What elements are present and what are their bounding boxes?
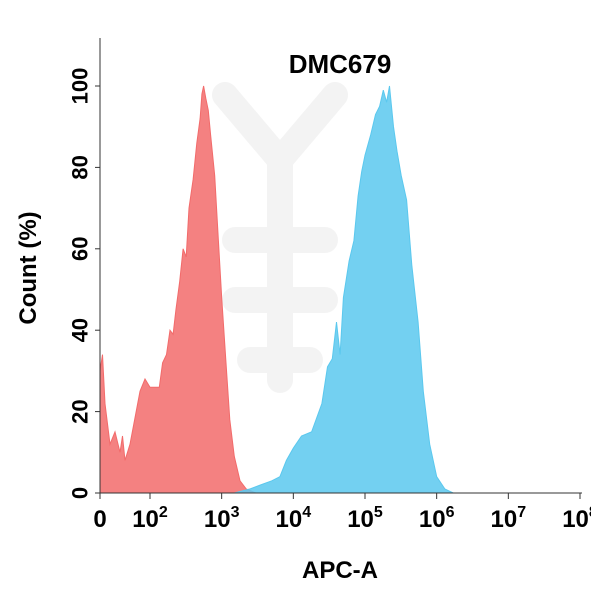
x-tick-label: 107 [491,504,527,533]
x-tick-label: 0 [93,506,106,533]
series-layer [99,85,454,494]
y-tick-label: 100 [68,68,93,105]
y-tick-label: 60 [68,237,93,261]
y-axis-title: Count (%) [15,211,42,324]
series-area-2 [234,85,454,494]
x-tick-label: 102 [132,504,168,533]
x-tick-label: 104 [276,504,312,533]
y-ticks: 0 20 40 60 80 100 [68,68,100,499]
y-tick-label: 40 [68,318,93,342]
x-tick-label: 103 [204,504,240,533]
watermark [212,82,348,393]
y-tick-label: 80 [68,155,93,179]
x-ticks: 0 102 103 104 105 106 107 108 [93,493,591,533]
x-tick-label: 108 [562,504,591,533]
series-area-1 [99,85,257,494]
y-tick-label: 0 [68,487,93,499]
y-tick-label: 20 [68,399,93,423]
x-axis-title: APC-A [302,557,378,584]
x-tick-label: 105 [347,504,383,533]
chart-title: DMC679 [289,49,392,79]
x-tick-label: 106 [419,504,455,533]
